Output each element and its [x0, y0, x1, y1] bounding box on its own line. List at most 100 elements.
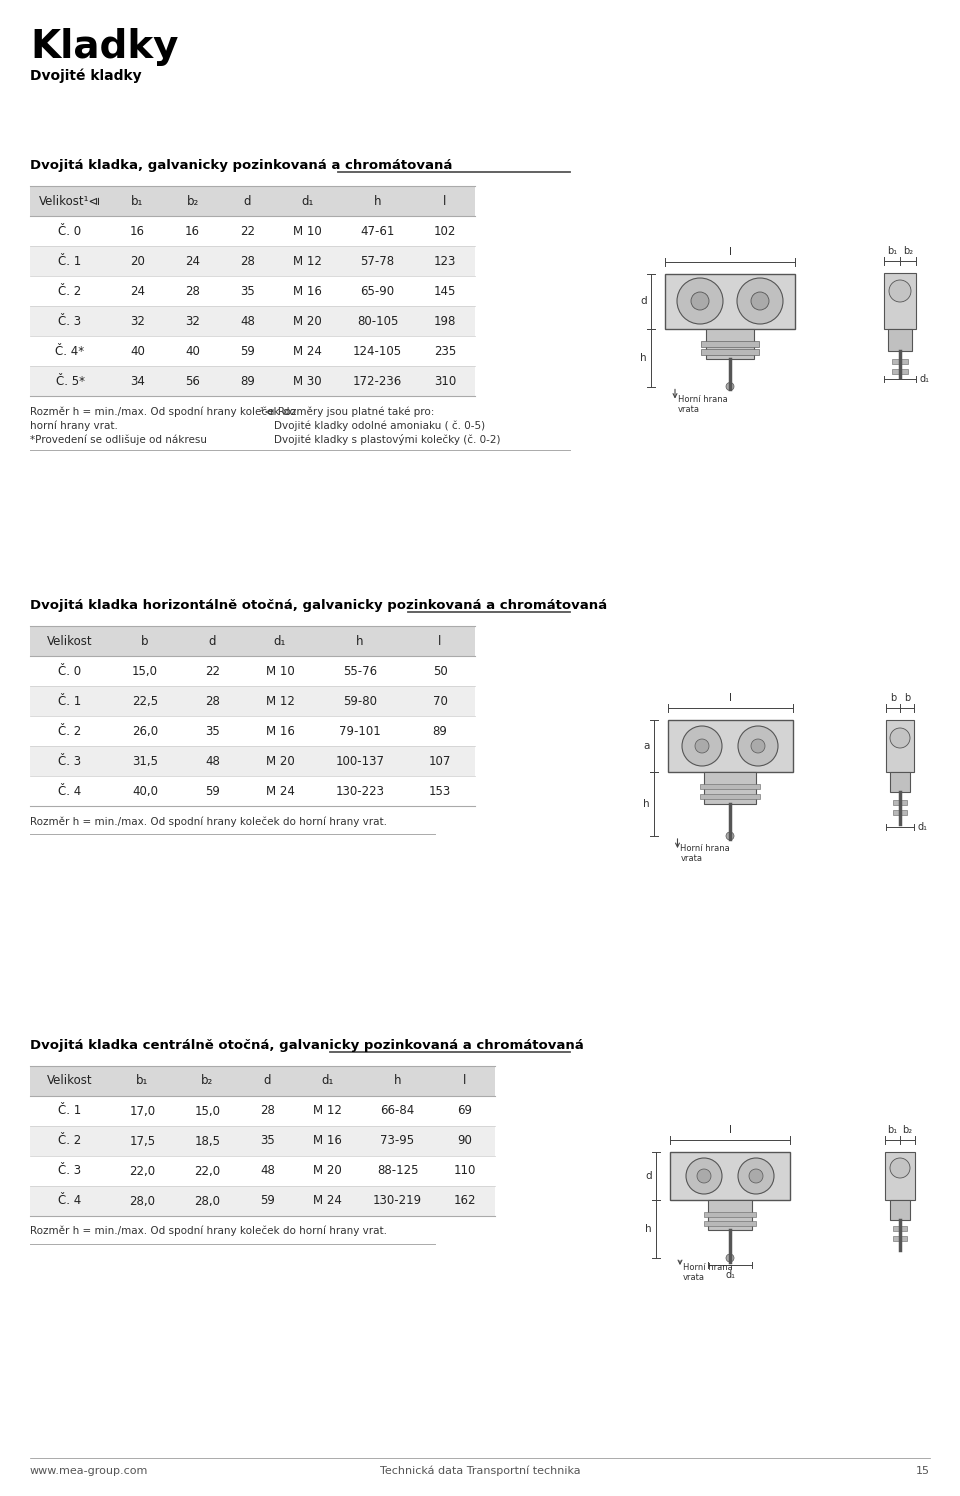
Text: 80-105: 80-105 [357, 314, 398, 328]
Text: 48: 48 [240, 314, 255, 328]
Bar [30, 307, 475, 337]
Text: Č. 3: Č. 3 [59, 314, 82, 328]
Text: 32: 32 [130, 314, 145, 328]
Text: 102: 102 [434, 224, 456, 238]
Text: Č. 4: Č. 4 [59, 1194, 82, 1207]
Bar [30, 367, 475, 396]
Text: l: l [439, 634, 442, 648]
Text: 28,0: 28,0 [195, 1194, 221, 1207]
Text: 88-125: 88-125 [376, 1164, 419, 1177]
Bar [892, 370, 908, 374]
Text: 55-76: 55-76 [343, 664, 377, 678]
Text: b₁: b₁ [136, 1074, 149, 1088]
Text: Dvojitá kladka horizontálně otočná, galvanicky pozinkovaná a chromátovaná: Dvojitá kladka horizontálně otočná, galv… [30, 598, 607, 612]
Text: 15,0: 15,0 [195, 1104, 221, 1118]
Text: M 12: M 12 [266, 694, 295, 708]
Text: M 20: M 20 [293, 314, 322, 328]
Text: 47-61: 47-61 [360, 224, 395, 238]
Text: M 20: M 20 [266, 754, 295, 767]
Text: Č. 1: Č. 1 [59, 694, 82, 708]
Text: Č. 2: Č. 2 [59, 1134, 82, 1147]
Text: 35: 35 [260, 1134, 275, 1147]
Text: 28: 28 [185, 284, 200, 298]
Text: d₁: d₁ [274, 634, 286, 648]
Text: M 10: M 10 [266, 664, 295, 678]
Text: M 16: M 16 [293, 284, 322, 298]
Text: Č. 5*: Č. 5* [56, 374, 84, 387]
Circle shape [751, 292, 769, 310]
Circle shape [749, 1168, 763, 1183]
Circle shape [695, 739, 709, 752]
Bar [704, 1212, 756, 1218]
Text: 145: 145 [434, 284, 456, 298]
Text: 15: 15 [916, 1466, 930, 1477]
Text: Dvojité kladky s plastovými kolečky (č. 0-2): Dvojité kladky s plastovými kolečky (č. … [274, 434, 500, 444]
Text: Velikost: Velikost [47, 634, 93, 648]
Text: Velikost: Velikost [47, 1074, 93, 1088]
Text: b: b [890, 693, 896, 703]
Bar [110, 625, 180, 657]
Text: 110: 110 [454, 1164, 476, 1177]
Text: 124-105: 124-105 [353, 344, 402, 358]
Text: d₁: d₁ [725, 1270, 735, 1281]
Text: 22: 22 [205, 664, 220, 678]
Text: Č. 4: Č. 4 [59, 784, 82, 797]
Text: d: d [208, 634, 216, 648]
Text: 69: 69 [458, 1104, 472, 1118]
Text: b₁: b₁ [887, 245, 897, 256]
Bar [700, 784, 760, 788]
Text: 18,5: 18,5 [195, 1134, 221, 1147]
Text: 32: 32 [185, 314, 200, 328]
Bar [30, 776, 475, 806]
Text: 130-223: 130-223 [335, 784, 385, 797]
Text: Horní hrana
vrata: Horní hrana vrata [681, 844, 731, 863]
Bar [884, 272, 916, 329]
Bar [245, 625, 315, 657]
Text: 26,0: 26,0 [132, 724, 158, 738]
Text: M 30: M 30 [293, 374, 322, 387]
Text: h: h [373, 194, 381, 208]
Text: Rozměr h = min./max. Od spodní hrany koleček do horní hrany vrat.: Rozměr h = min./max. Od spodní hrany kol… [30, 815, 387, 826]
Text: b₂: b₂ [903, 245, 913, 256]
Text: d₁: d₁ [301, 194, 314, 208]
Text: 16: 16 [130, 224, 145, 238]
Text: l: l [444, 194, 446, 208]
Circle shape [726, 1254, 734, 1263]
Text: 15,0: 15,0 [132, 664, 158, 678]
Text: 50: 50 [433, 664, 447, 678]
Text: 16: 16 [185, 224, 200, 238]
Text: 198: 198 [434, 314, 456, 328]
Text: 40: 40 [130, 344, 145, 358]
Text: d: d [264, 1074, 272, 1088]
Circle shape [738, 726, 778, 766]
Text: b₂: b₂ [902, 1125, 913, 1135]
Text: b: b [141, 634, 149, 648]
Bar [665, 274, 795, 329]
Bar [295, 1067, 360, 1097]
Text: 59-80: 59-80 [343, 694, 377, 708]
Bar [30, 1097, 495, 1126]
Bar [701, 349, 759, 355]
Text: Č. 2: Č. 2 [59, 724, 82, 738]
Text: b: b [904, 693, 910, 703]
Text: 59: 59 [240, 344, 255, 358]
Text: d₁: d₁ [322, 1074, 334, 1088]
Text: Dvojitá kladka centrálně otočná, galvanicky pozinkovaná a chromátovaná: Dvojitá kladka centrálně otočná, galvani… [30, 1040, 584, 1052]
Bar [30, 1067, 110, 1097]
Bar [704, 1221, 756, 1227]
Text: Rozměr h = min./max. Od spodní hrany koleček do horní hrany vrat.: Rozměr h = min./max. Od spodní hrany kol… [30, 1227, 387, 1237]
Text: 59: 59 [260, 1194, 275, 1207]
Bar [706, 329, 754, 359]
Text: 100-137: 100-137 [335, 754, 385, 767]
Bar [30, 657, 475, 687]
Bar [885, 1152, 915, 1200]
Text: 40: 40 [185, 344, 200, 358]
Bar [405, 625, 475, 657]
Bar [30, 337, 475, 367]
Text: b₂: b₂ [202, 1074, 214, 1088]
Text: 48: 48 [205, 754, 220, 767]
Bar [315, 625, 405, 657]
Text: 172-236: 172-236 [353, 374, 402, 387]
Text: M 10: M 10 [293, 224, 322, 238]
Text: 24: 24 [130, 284, 145, 298]
